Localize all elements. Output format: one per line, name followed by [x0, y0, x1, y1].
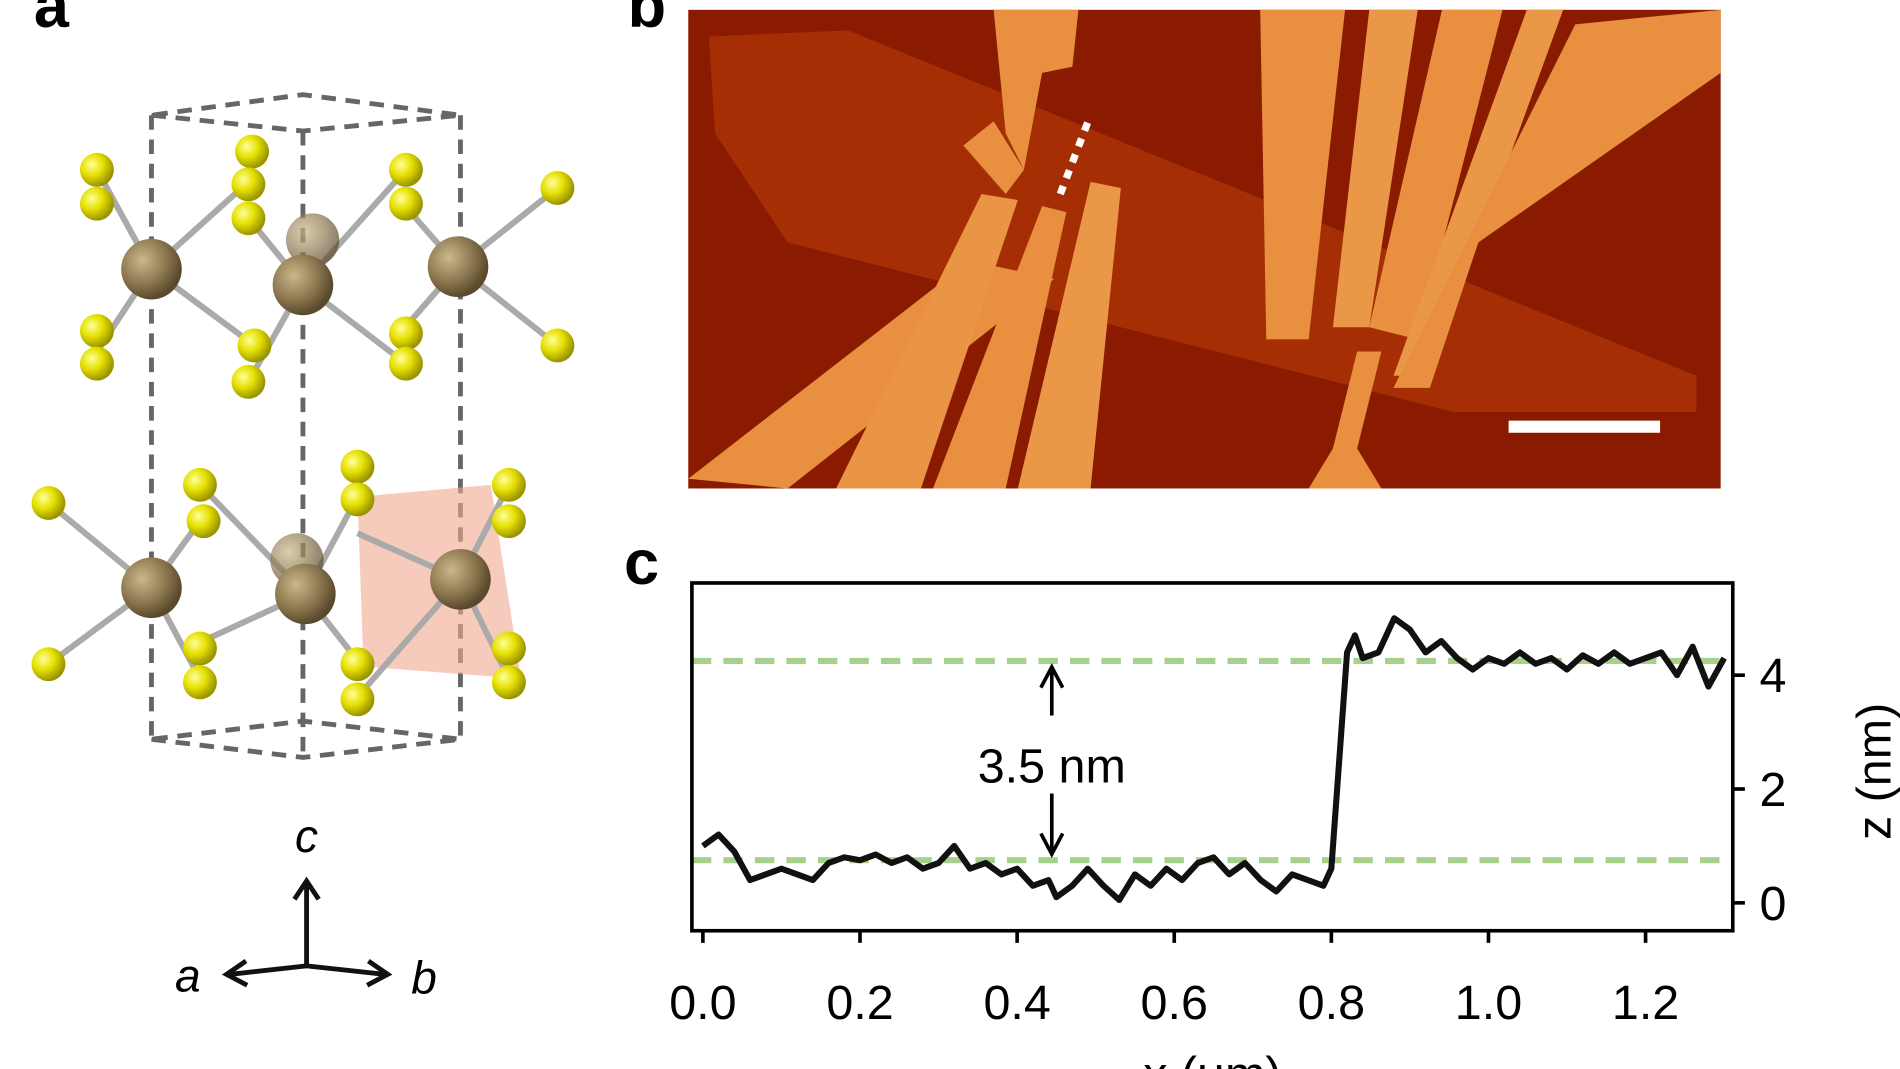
annotation: 3.5 nm [978, 739, 1126, 793]
x-axis-label: x (μm) [1143, 1048, 1281, 1069]
profile-chart: 0.0 0.2 0.4 0.6 0.8 1.0 1.2 0 2 4 3.5 nm z (nm) x (μ… [669, 581, 1900, 1069]
profile-line [701, 615, 1727, 903]
panel-label: b [628, 0, 666, 41]
x-tick-label: 0.8 [1298, 976, 1365, 1030]
crystal-structure: c a b [31, 92, 575, 1004]
panel-label: c [624, 528, 659, 598]
x-tick-label: 0.4 [983, 976, 1050, 1030]
x-tick-label: 1.2 [1612, 976, 1679, 1030]
afm-image [688, 9, 1721, 489]
y-tick-label: 0 [1759, 877, 1786, 931]
y-axis-label: z (nm) [1847, 703, 1900, 840]
axis-label: c [295, 810, 318, 862]
x-tick-label: 0.6 [1141, 976, 1208, 1030]
panel-label: a [34, 0, 70, 41]
x-tick-label: 0.2 [826, 976, 893, 1030]
axis-label: a [175, 949, 201, 1001]
y-tick-label: 4 [1759, 649, 1786, 703]
y-tick-label: 2 [1759, 763, 1786, 817]
profile-line [1056, 119, 1092, 196]
plot-frame [690, 581, 1735, 933]
x-tick-label: 1.0 [1455, 976, 1522, 1030]
annotation-arrows [1039, 663, 1065, 858]
x-tick-label: 0.0 [669, 976, 736, 1030]
axis-label: b [411, 952, 437, 1004]
